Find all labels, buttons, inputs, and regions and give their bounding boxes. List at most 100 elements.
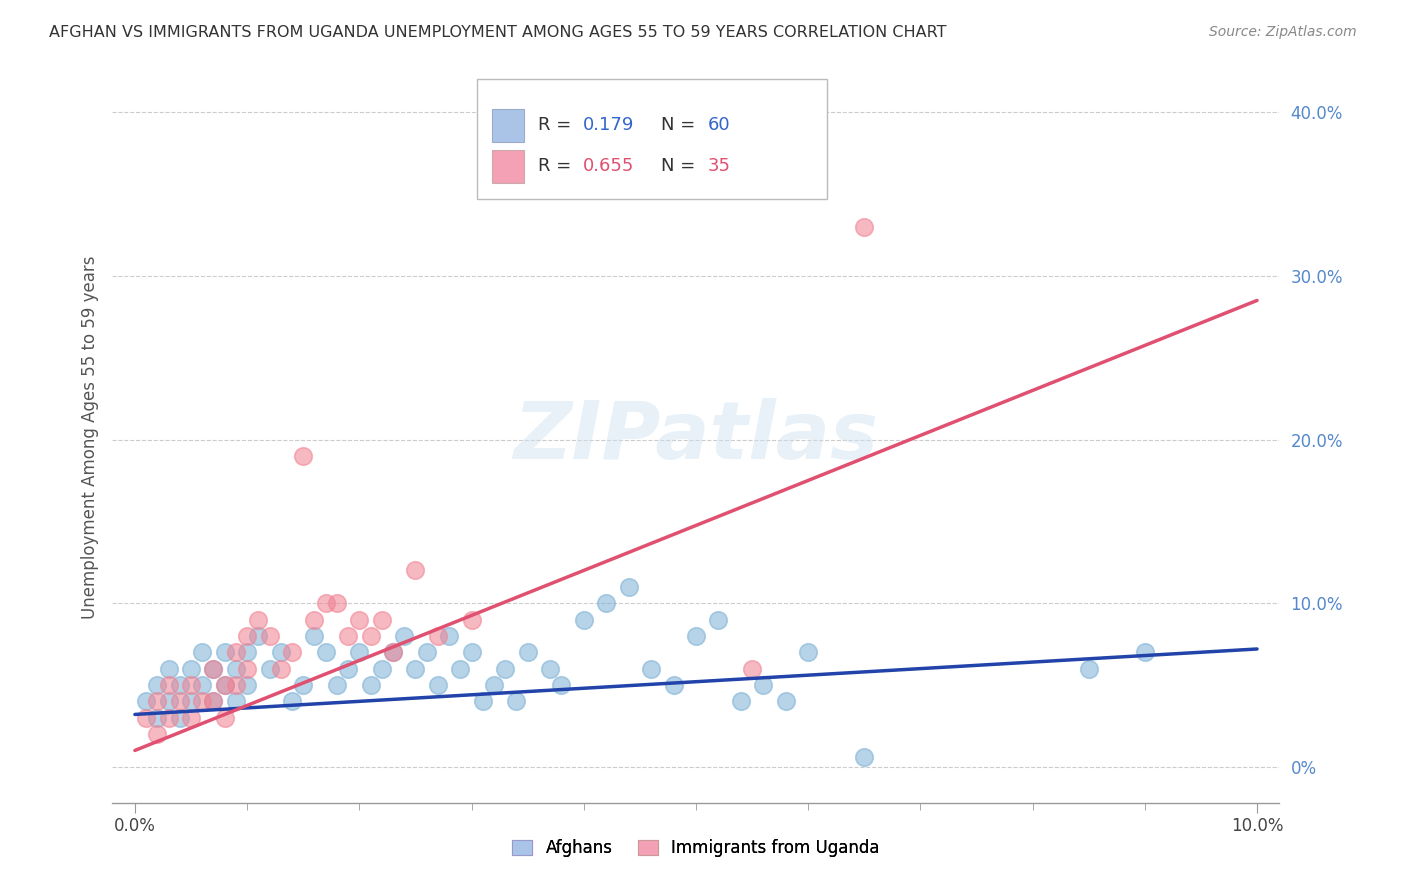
Point <box>326 678 349 692</box>
Point <box>202 662 225 676</box>
Point <box>191 645 214 659</box>
Point <box>135 694 157 708</box>
Point <box>236 662 259 676</box>
Point <box>135 711 157 725</box>
Point <box>236 645 259 659</box>
Point <box>281 645 304 659</box>
Point <box>572 613 595 627</box>
Point <box>270 662 292 676</box>
Point <box>538 662 561 676</box>
Point <box>169 678 191 692</box>
Point <box>225 694 247 708</box>
Point <box>214 678 236 692</box>
Point <box>662 678 685 692</box>
Point <box>270 645 292 659</box>
Text: AFGHAN VS IMMIGRANTS FROM UGANDA UNEMPLOYMENT AMONG AGES 55 TO 59 YEARS CORRELAT: AFGHAN VS IMMIGRANTS FROM UGANDA UNEMPLO… <box>49 25 946 40</box>
Point <box>797 645 820 659</box>
Point <box>494 662 516 676</box>
Point <box>292 449 315 463</box>
Point <box>292 678 315 692</box>
Point <box>471 694 494 708</box>
Point <box>202 662 225 676</box>
Text: 0.655: 0.655 <box>582 158 634 176</box>
Text: 60: 60 <box>707 117 730 135</box>
Point <box>157 678 180 692</box>
Point <box>304 629 326 643</box>
Point <box>236 678 259 692</box>
Text: 35: 35 <box>707 158 731 176</box>
Point <box>360 629 382 643</box>
Text: Source: ZipAtlas.com: Source: ZipAtlas.com <box>1209 25 1357 39</box>
Point <box>315 645 337 659</box>
Point <box>259 629 281 643</box>
FancyBboxPatch shape <box>477 78 827 200</box>
Point <box>225 662 247 676</box>
Point <box>169 711 191 725</box>
Point <box>360 678 382 692</box>
Point <box>225 645 247 659</box>
Point <box>853 219 876 234</box>
Point <box>1133 645 1156 659</box>
Point <box>550 678 572 692</box>
Point <box>191 694 214 708</box>
Point <box>394 629 416 643</box>
Point <box>236 629 259 643</box>
Point <box>404 662 426 676</box>
Point <box>617 580 640 594</box>
Point <box>315 596 337 610</box>
FancyBboxPatch shape <box>492 150 524 183</box>
Point <box>730 694 752 708</box>
Point <box>640 662 662 676</box>
Point <box>180 694 202 708</box>
Point <box>505 694 527 708</box>
Point <box>775 694 797 708</box>
Text: R =: R = <box>538 117 578 135</box>
Point <box>180 662 202 676</box>
Point <box>382 645 405 659</box>
Point <box>685 629 707 643</box>
Text: ZIPatlas: ZIPatlas <box>513 398 879 476</box>
Point <box>1077 662 1099 676</box>
Point <box>449 662 471 676</box>
Point <box>460 613 482 627</box>
Point <box>371 613 394 627</box>
Point <box>146 678 169 692</box>
Point <box>191 678 214 692</box>
FancyBboxPatch shape <box>492 109 524 142</box>
Point <box>337 662 360 676</box>
Point <box>214 678 236 692</box>
Point <box>460 645 482 659</box>
Point <box>157 662 180 676</box>
Point <box>281 694 304 708</box>
Legend: Afghans, Immigrants from Uganda: Afghans, Immigrants from Uganda <box>506 832 886 864</box>
Point <box>146 694 169 708</box>
Point <box>146 711 169 725</box>
Point <box>225 678 247 692</box>
Point <box>146 727 169 741</box>
Point <box>202 694 225 708</box>
Point <box>202 694 225 708</box>
Point <box>169 694 191 708</box>
Point <box>371 662 394 676</box>
Point <box>741 662 763 676</box>
Point <box>404 564 426 578</box>
Text: N =: N = <box>661 117 702 135</box>
Point <box>247 613 270 627</box>
Point <box>157 694 180 708</box>
Point <box>482 678 505 692</box>
Point <box>426 629 449 643</box>
Point <box>180 678 202 692</box>
Point <box>516 645 538 659</box>
Point <box>415 645 437 659</box>
Point <box>157 711 180 725</box>
Point <box>707 613 730 627</box>
Point <box>437 629 460 643</box>
Point <box>349 645 371 659</box>
Point <box>426 678 449 692</box>
Point <box>349 613 371 627</box>
Point <box>304 613 326 627</box>
Point <box>752 678 775 692</box>
Point <box>326 596 349 610</box>
Point <box>337 629 360 643</box>
Point <box>214 711 236 725</box>
